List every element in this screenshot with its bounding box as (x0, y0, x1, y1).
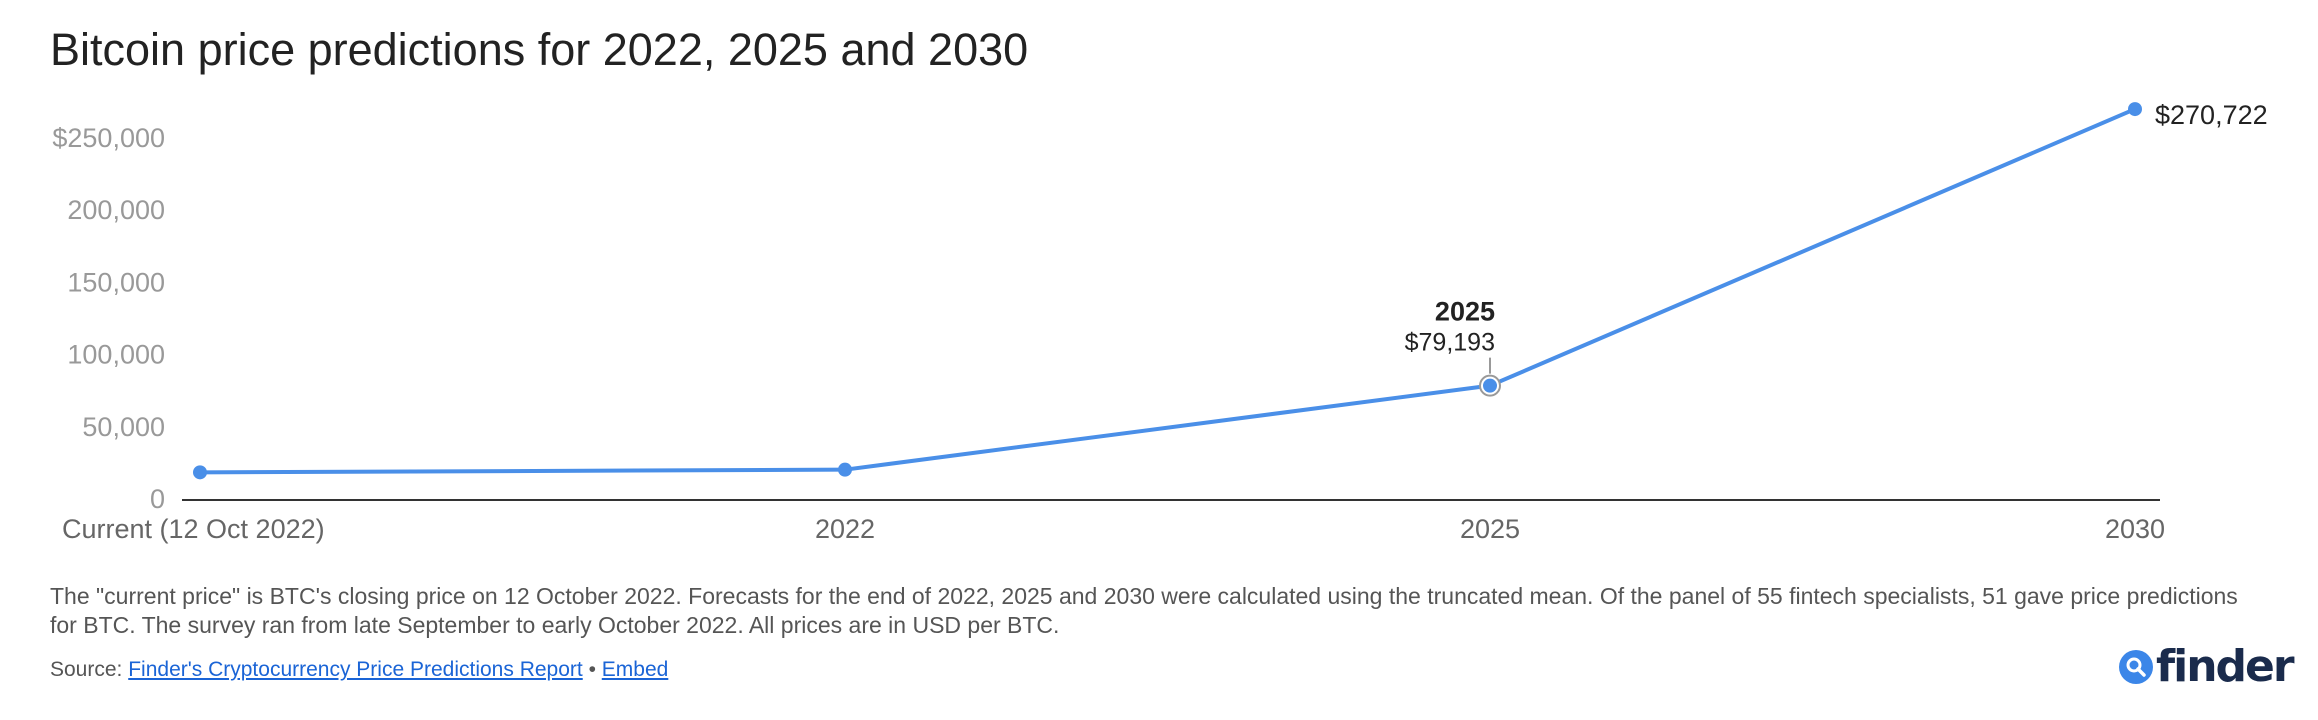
y-axis: $250,000 200,000 150,000 100,000 50,000 0 (52, 123, 165, 514)
data-point (193, 465, 207, 480)
x-tick-label: 2025 (1460, 514, 1520, 544)
data-point (838, 462, 852, 477)
annotation-title: 2025 (1435, 297, 1495, 327)
x-tick-label: Current (12 Oct 2022) (62, 514, 325, 544)
logo-text: finder (2156, 641, 2295, 692)
y-tick-label: $250,000 (52, 123, 165, 153)
x-tick-label: 2030 (2105, 514, 2165, 544)
data-point (1483, 378, 1497, 393)
data-label: $270,722 (2155, 100, 2268, 130)
y-tick-label: 200,000 (67, 195, 165, 225)
source-line: Source: Finder's Cryptocurrency Price Pr… (50, 658, 668, 682)
search-icon (2119, 650, 2153, 684)
chart-title: Bitcoin price predictions for 2022, 2025… (50, 24, 1029, 75)
x-tick-label: 2022 (815, 514, 875, 544)
source-report-link[interactable]: Finder's Cryptocurrency Price Prediction… (128, 658, 583, 681)
source-separator: • (582, 658, 602, 681)
x-axis: Current (12 Oct 2022) 2022 2025 2030 (62, 499, 2165, 544)
source-prefix: Source: (50, 658, 129, 681)
y-tick-label: 100,000 (67, 340, 165, 370)
data-point (2128, 102, 2142, 117)
annotations-layer: 2025$79,193 $270,722 (1405, 100, 2268, 374)
finder-logo[interactable]: finder (2118, 641, 2295, 692)
series-line (199, 107, 2136, 475)
y-tick-label: 50,000 (82, 412, 165, 442)
chart-footnote: The "current price" is BTC's closing pri… (50, 583, 2238, 638)
embed-link[interactable]: Embed (601, 658, 669, 681)
series-layer (193, 102, 2142, 480)
line-chart: $250,000 200,000 150,000 100,000 50,000 0 Cur… (52, 100, 2268, 544)
data-label: $79,193 (1405, 329, 1495, 357)
y-tick-label: 150,000 (67, 267, 165, 297)
y-tick-label: 0 (150, 484, 165, 514)
